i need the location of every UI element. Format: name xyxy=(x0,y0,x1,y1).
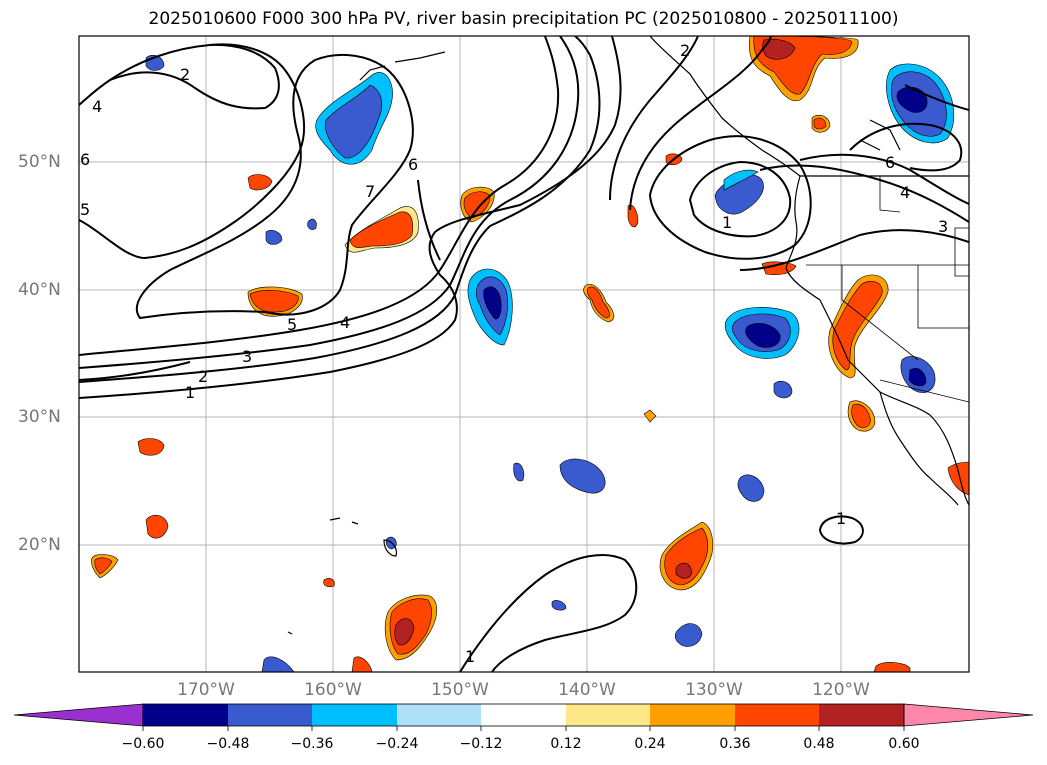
pv-contours xyxy=(79,36,969,672)
colorbar-swatch xyxy=(312,704,397,726)
colorbar-tick-label: 0.12 xyxy=(550,736,582,752)
contour-label: 3 xyxy=(938,217,948,236)
contour-label: 6 xyxy=(408,155,418,174)
contour-label: 1 xyxy=(185,383,195,402)
lon-label: 130°W xyxy=(685,680,743,700)
colorbar-tick-label: 0.36 xyxy=(719,736,751,752)
lon-label: 120°W xyxy=(812,680,870,700)
colorbar-swatch xyxy=(735,704,819,726)
colorbar-tick-label: −0.60 xyxy=(121,736,165,752)
contour-label: 2 xyxy=(198,367,208,386)
colorbar-swatch xyxy=(819,704,904,726)
lon-label: 170°W xyxy=(177,680,235,700)
colorbar-swatch xyxy=(397,704,481,726)
contour-label: 1 xyxy=(722,213,732,232)
contour-label: 3 xyxy=(242,347,252,366)
coastlines xyxy=(287,36,969,635)
colorbar-tick-label: 0.60 xyxy=(888,736,920,752)
colorbar-tick-label: 0.24 xyxy=(634,736,666,752)
lon-label: 140°W xyxy=(558,680,616,700)
colorbar-tick-label: −0.24 xyxy=(375,736,419,752)
contour-label: 4 xyxy=(900,183,910,202)
contour-label: 1 xyxy=(465,647,475,666)
lat-label: 30°N xyxy=(18,407,61,427)
contour-label: 7 xyxy=(365,182,375,201)
lon-label: 150°W xyxy=(431,680,489,700)
colorbar-extend-low xyxy=(13,703,144,727)
colorbar-tick-label: 0.48 xyxy=(803,736,835,752)
colorbar-swatch xyxy=(650,704,735,726)
contour-label: 6 xyxy=(885,153,895,172)
colorbar xyxy=(13,703,1034,731)
colorbar-tick-label: −0.36 xyxy=(290,736,334,752)
contour-label: 5 xyxy=(80,200,90,219)
contour-label: 2 xyxy=(680,41,690,60)
map-plot: 2 4 5 6 7 6 5 4 3 2 1 1 1 4 3 6 2 1 xyxy=(78,35,970,673)
colorbar-swatch xyxy=(566,704,650,726)
colorbar-extend-high xyxy=(903,703,1034,727)
map-frame xyxy=(78,35,970,673)
borders xyxy=(800,175,969,403)
colorbar-swatch xyxy=(228,704,312,726)
map-title: 2025010600 F000 300 hPa PV, river basin … xyxy=(148,9,899,29)
lon-label: 160°W xyxy=(304,680,362,700)
lat-label: 50°N xyxy=(18,152,61,172)
contour-label: 2 xyxy=(180,65,190,84)
contour-label: 5 xyxy=(287,315,297,334)
colorbar-swatch xyxy=(481,704,566,726)
colorbar-swatch xyxy=(143,704,228,726)
contour-label: 1 xyxy=(836,509,846,528)
contour-label: 4 xyxy=(340,313,350,332)
contour-label: 6 xyxy=(80,150,90,169)
lat-label: 40°N xyxy=(18,280,61,300)
contour-label: 4 xyxy=(92,97,102,116)
colorbar-tick-label: −0.12 xyxy=(459,736,503,752)
lat-label: 20°N xyxy=(18,535,61,555)
contour-labels: 2 4 5 6 7 6 5 4 3 2 1 1 1 4 3 6 2 1 xyxy=(80,41,948,666)
precip-anomalies xyxy=(91,36,969,672)
colorbar-tick-label: −0.48 xyxy=(206,736,250,752)
